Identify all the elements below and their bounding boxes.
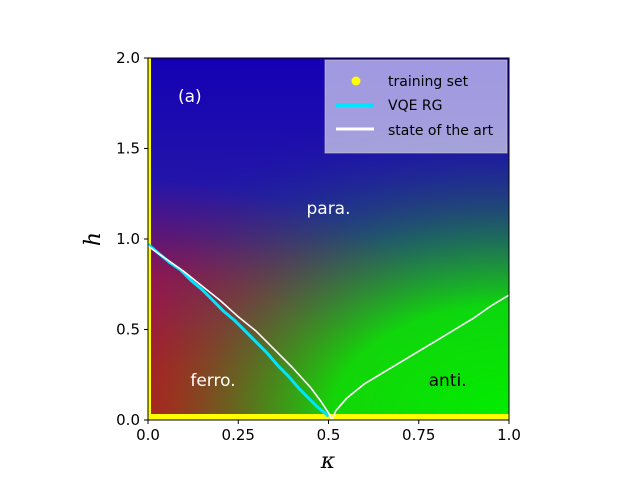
y-tick-label: 2.0 xyxy=(116,49,140,67)
training-set-left-edge xyxy=(148,58,151,420)
region-label-ferro: ferro. xyxy=(190,371,235,391)
region-label-anti: anti. xyxy=(429,371,467,391)
training-set-bottom-edge xyxy=(148,414,509,420)
y-tick-label: 0.0 xyxy=(116,411,140,429)
x-tick-label: 0.5 xyxy=(317,426,341,444)
y-axis-label: h xyxy=(81,232,106,246)
series-lines xyxy=(148,243,509,420)
series-line-state-of-the-art xyxy=(148,245,509,420)
legend-state-of-the-art-label: state of the art xyxy=(388,123,494,139)
x-ticks: 0.0 0.25 0.5 0.75 1.0 xyxy=(136,420,521,444)
legend-vqe-rg-label: VQE RG xyxy=(388,98,442,114)
y-tick-label: 0.5 xyxy=(116,321,140,339)
panel-label: (a) xyxy=(178,87,202,107)
x-tick-label: 1.0 xyxy=(497,426,521,444)
region-labels: ferro. para. anti. xyxy=(190,199,466,391)
legend-training-set-marker xyxy=(351,76,361,86)
x-tick-label: 0.25 xyxy=(222,426,255,444)
x-tick-label: 0.0 xyxy=(136,426,160,444)
y-tick-label: 1.5 xyxy=(116,140,140,158)
legend: training set VQE RG state of the art xyxy=(324,59,508,154)
x-axis-label: κ xyxy=(320,449,336,474)
region-label-para: para. xyxy=(306,199,350,219)
x-tick-label: 0.75 xyxy=(402,426,435,444)
training-set-points xyxy=(148,58,509,420)
y-ticks: 0.0 0.5 1.0 1.5 2.0 xyxy=(116,49,148,429)
y-tick-label: 1.0 xyxy=(116,230,140,248)
legend-training-set-label: training set xyxy=(388,74,469,90)
